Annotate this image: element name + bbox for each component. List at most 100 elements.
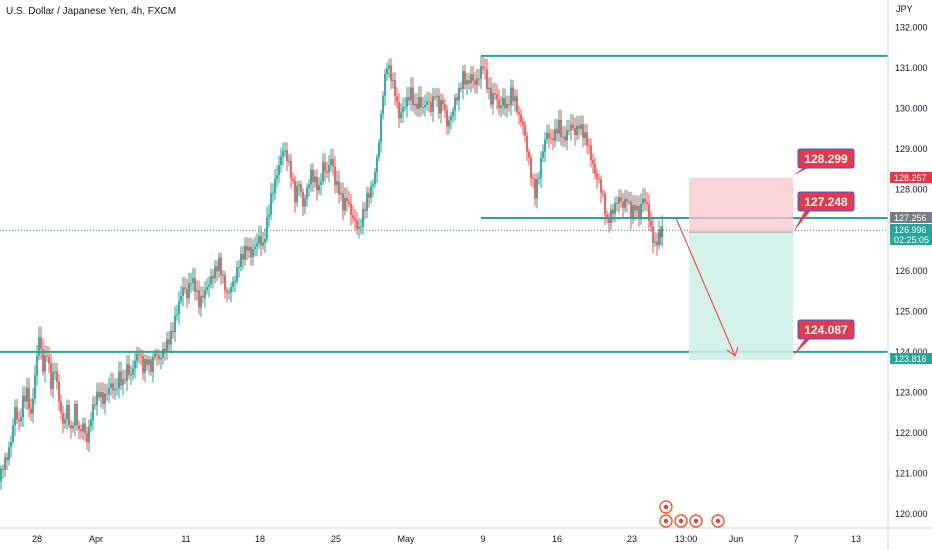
event-icons[interactable] [659, 500, 725, 528]
candle-body [68, 405, 70, 426]
candle-body [270, 193, 272, 215]
candle-body [156, 353, 158, 356]
candle-body [36, 355, 38, 376]
candle-body [332, 158, 334, 167]
candle-body [646, 202, 648, 205]
callout-box [797, 191, 855, 212]
price-axis-label-text: 127.256 [894, 213, 927, 223]
price-axis: JPY 132.000 131.000 130.000 129.000 128.000 12… [887, 0, 928, 550]
price-axis-label-bg [890, 224, 932, 235]
candle-body [322, 162, 324, 182]
x-tick-label: 18 [255, 534, 265, 544]
take-profit-zone[interactable] [689, 232, 793, 360]
price-callout[interactable]: 128.299 [793, 148, 855, 176]
candle-body [246, 245, 248, 251]
economic-event-icon[interactable] [674, 514, 688, 528]
candle-body [518, 111, 520, 115]
economic-event-icon[interactable] [689, 514, 703, 528]
candle-body [220, 257, 222, 276]
candle-body [290, 160, 292, 179]
candle-body [540, 157, 542, 178]
candle-body [62, 412, 64, 424]
economic-event-icon[interactable] [659, 514, 673, 528]
candle-body [158, 355, 160, 360]
candle-body [78, 424, 80, 430]
candle-body [232, 281, 234, 287]
candle-body [258, 236, 260, 244]
economic-event-icon[interactable] [659, 500, 673, 514]
price-axis-label-bg [890, 212, 932, 223]
candle-body [288, 160, 290, 162]
candle-body [552, 138, 554, 141]
candle-body [374, 172, 376, 184]
candle-body [278, 164, 280, 176]
candle-body [524, 124, 526, 136]
candle-body [146, 359, 148, 365]
candle-body [166, 339, 168, 352]
candle-body [106, 393, 108, 395]
candle-body [600, 179, 602, 193]
candle-body [536, 178, 538, 199]
candle-body [260, 236, 262, 246]
candle-body [48, 356, 50, 364]
candle-body [548, 132, 550, 139]
candle-body [84, 423, 86, 433]
price-callout[interactable]: 124.087 [793, 319, 855, 356]
candle-body [642, 198, 644, 204]
candle-body [124, 379, 126, 381]
candle-body [578, 125, 580, 129]
candle-body [462, 71, 464, 90]
candle-body [478, 78, 480, 80]
candle-body [534, 178, 536, 199]
event-dot [715, 518, 721, 524]
y-tick-label: 126.000 [895, 266, 928, 276]
candle-body [46, 355, 48, 357]
candle-body [262, 242, 264, 246]
candle-body [584, 132, 586, 138]
candle-body [344, 197, 346, 211]
candle-body [152, 356, 154, 372]
candle-body [190, 283, 192, 285]
price-axis-label-bg [890, 353, 932, 364]
candle-body [4, 457, 6, 470]
candle-body [352, 214, 354, 219]
candles [0, 56, 664, 490]
y-tick-label: 120.000 [895, 509, 928, 519]
candle-body [576, 125, 578, 136]
candle-body [108, 388, 110, 394]
candle-body [300, 184, 302, 192]
candle-body [444, 104, 446, 110]
candle-body [510, 87, 512, 106]
candle-body [538, 177, 540, 179]
candle-body [138, 353, 140, 355]
candle-body [22, 395, 24, 418]
stop-loss-zone[interactable] [689, 177, 793, 233]
arrow-shaft [675, 217, 736, 357]
candle-body [490, 87, 492, 105]
candle-body [404, 106, 406, 108]
candle-body [652, 226, 654, 243]
x-tick-label: 13 [851, 534, 861, 544]
candle-body [116, 388, 118, 390]
price-axis-label-text: 128.257 [894, 173, 927, 183]
candle-body [328, 164, 330, 173]
candle-body [136, 353, 138, 361]
candle-body [2, 468, 4, 470]
time-axis: 28 Apr 11 18 25 May 9 16 23 13:00 Jun 7 13 [0, 527, 932, 544]
price-callout[interactable]: 127.248 [793, 191, 855, 233]
candle-body [216, 266, 218, 272]
candle-body [610, 209, 612, 223]
candle-body [148, 359, 150, 365]
candle-body [236, 267, 238, 282]
candle-body [206, 286, 208, 290]
candle-body [626, 198, 628, 202]
economic-event-icon[interactable] [711, 514, 725, 528]
candle-body [460, 87, 462, 90]
candle-body [316, 176, 318, 191]
y-tick-label: 131.000 [895, 63, 928, 73]
candle-body [226, 290, 228, 293]
candle-body [244, 245, 246, 260]
candle-body [522, 121, 524, 125]
candle-body [76, 403, 78, 425]
